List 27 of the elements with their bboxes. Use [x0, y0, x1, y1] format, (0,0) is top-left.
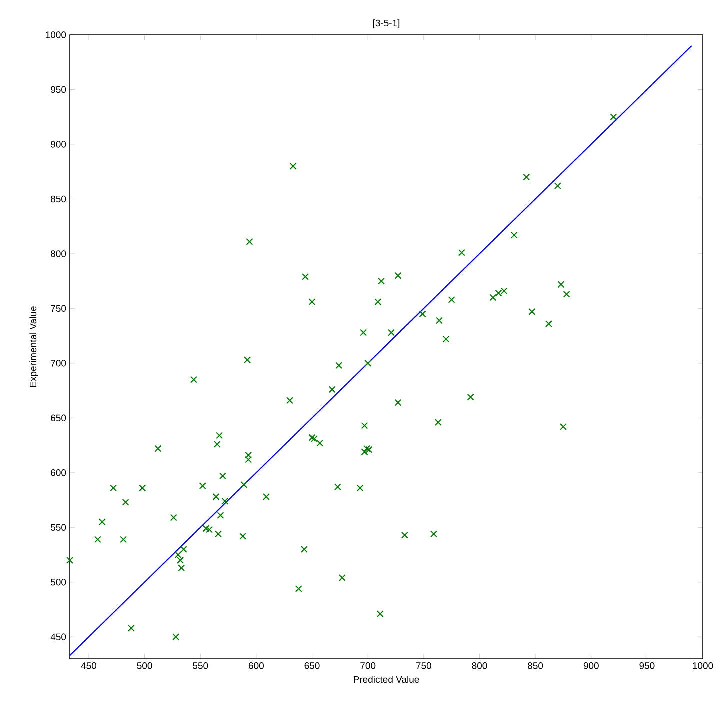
- y-tick-label: 500: [51, 579, 66, 586]
- x-tick-label: 900: [584, 662, 599, 670]
- y-tick-label: 850: [51, 196, 66, 203]
- x-tick-label: 750: [416, 662, 432, 670]
- x-tick-label: 650: [304, 662, 320, 670]
- y-tick-label: 900: [51, 141, 66, 148]
- y-tick-label: 1000: [46, 32, 66, 38]
- x-tick-label: 600: [249, 662, 264, 670]
- x-tick-label: 850: [528, 662, 544, 670]
- x-tick-label: 700: [360, 662, 376, 670]
- y-tick-label: 800: [51, 250, 66, 258]
- x-tick-label: 1000: [693, 662, 714, 670]
- x-tick-label: 500: [137, 662, 152, 670]
- x-tick-label: 450: [81, 662, 97, 670]
- y-tick-label: 700: [51, 360, 66, 367]
- x-tick-label: 950: [640, 662, 655, 670]
- y-tick-label: 750: [51, 305, 66, 312]
- y-tick-label: 650: [51, 414, 66, 422]
- x-tick-label: 800: [472, 662, 488, 670]
- y-tick-label: 950: [51, 86, 66, 94]
- y-tick-label: 600: [51, 470, 66, 476]
- chart-title: [3-5-1]: [373, 20, 400, 28]
- y-axis-title: Experimental Value: [30, 306, 39, 388]
- x-axis-title: Predicted Value: [354, 676, 420, 684]
- y-tick-label: 550: [51, 524, 66, 531]
- y-tick-label: 450: [50, 634, 66, 640]
- x-tick-label: 550: [193, 662, 208, 670]
